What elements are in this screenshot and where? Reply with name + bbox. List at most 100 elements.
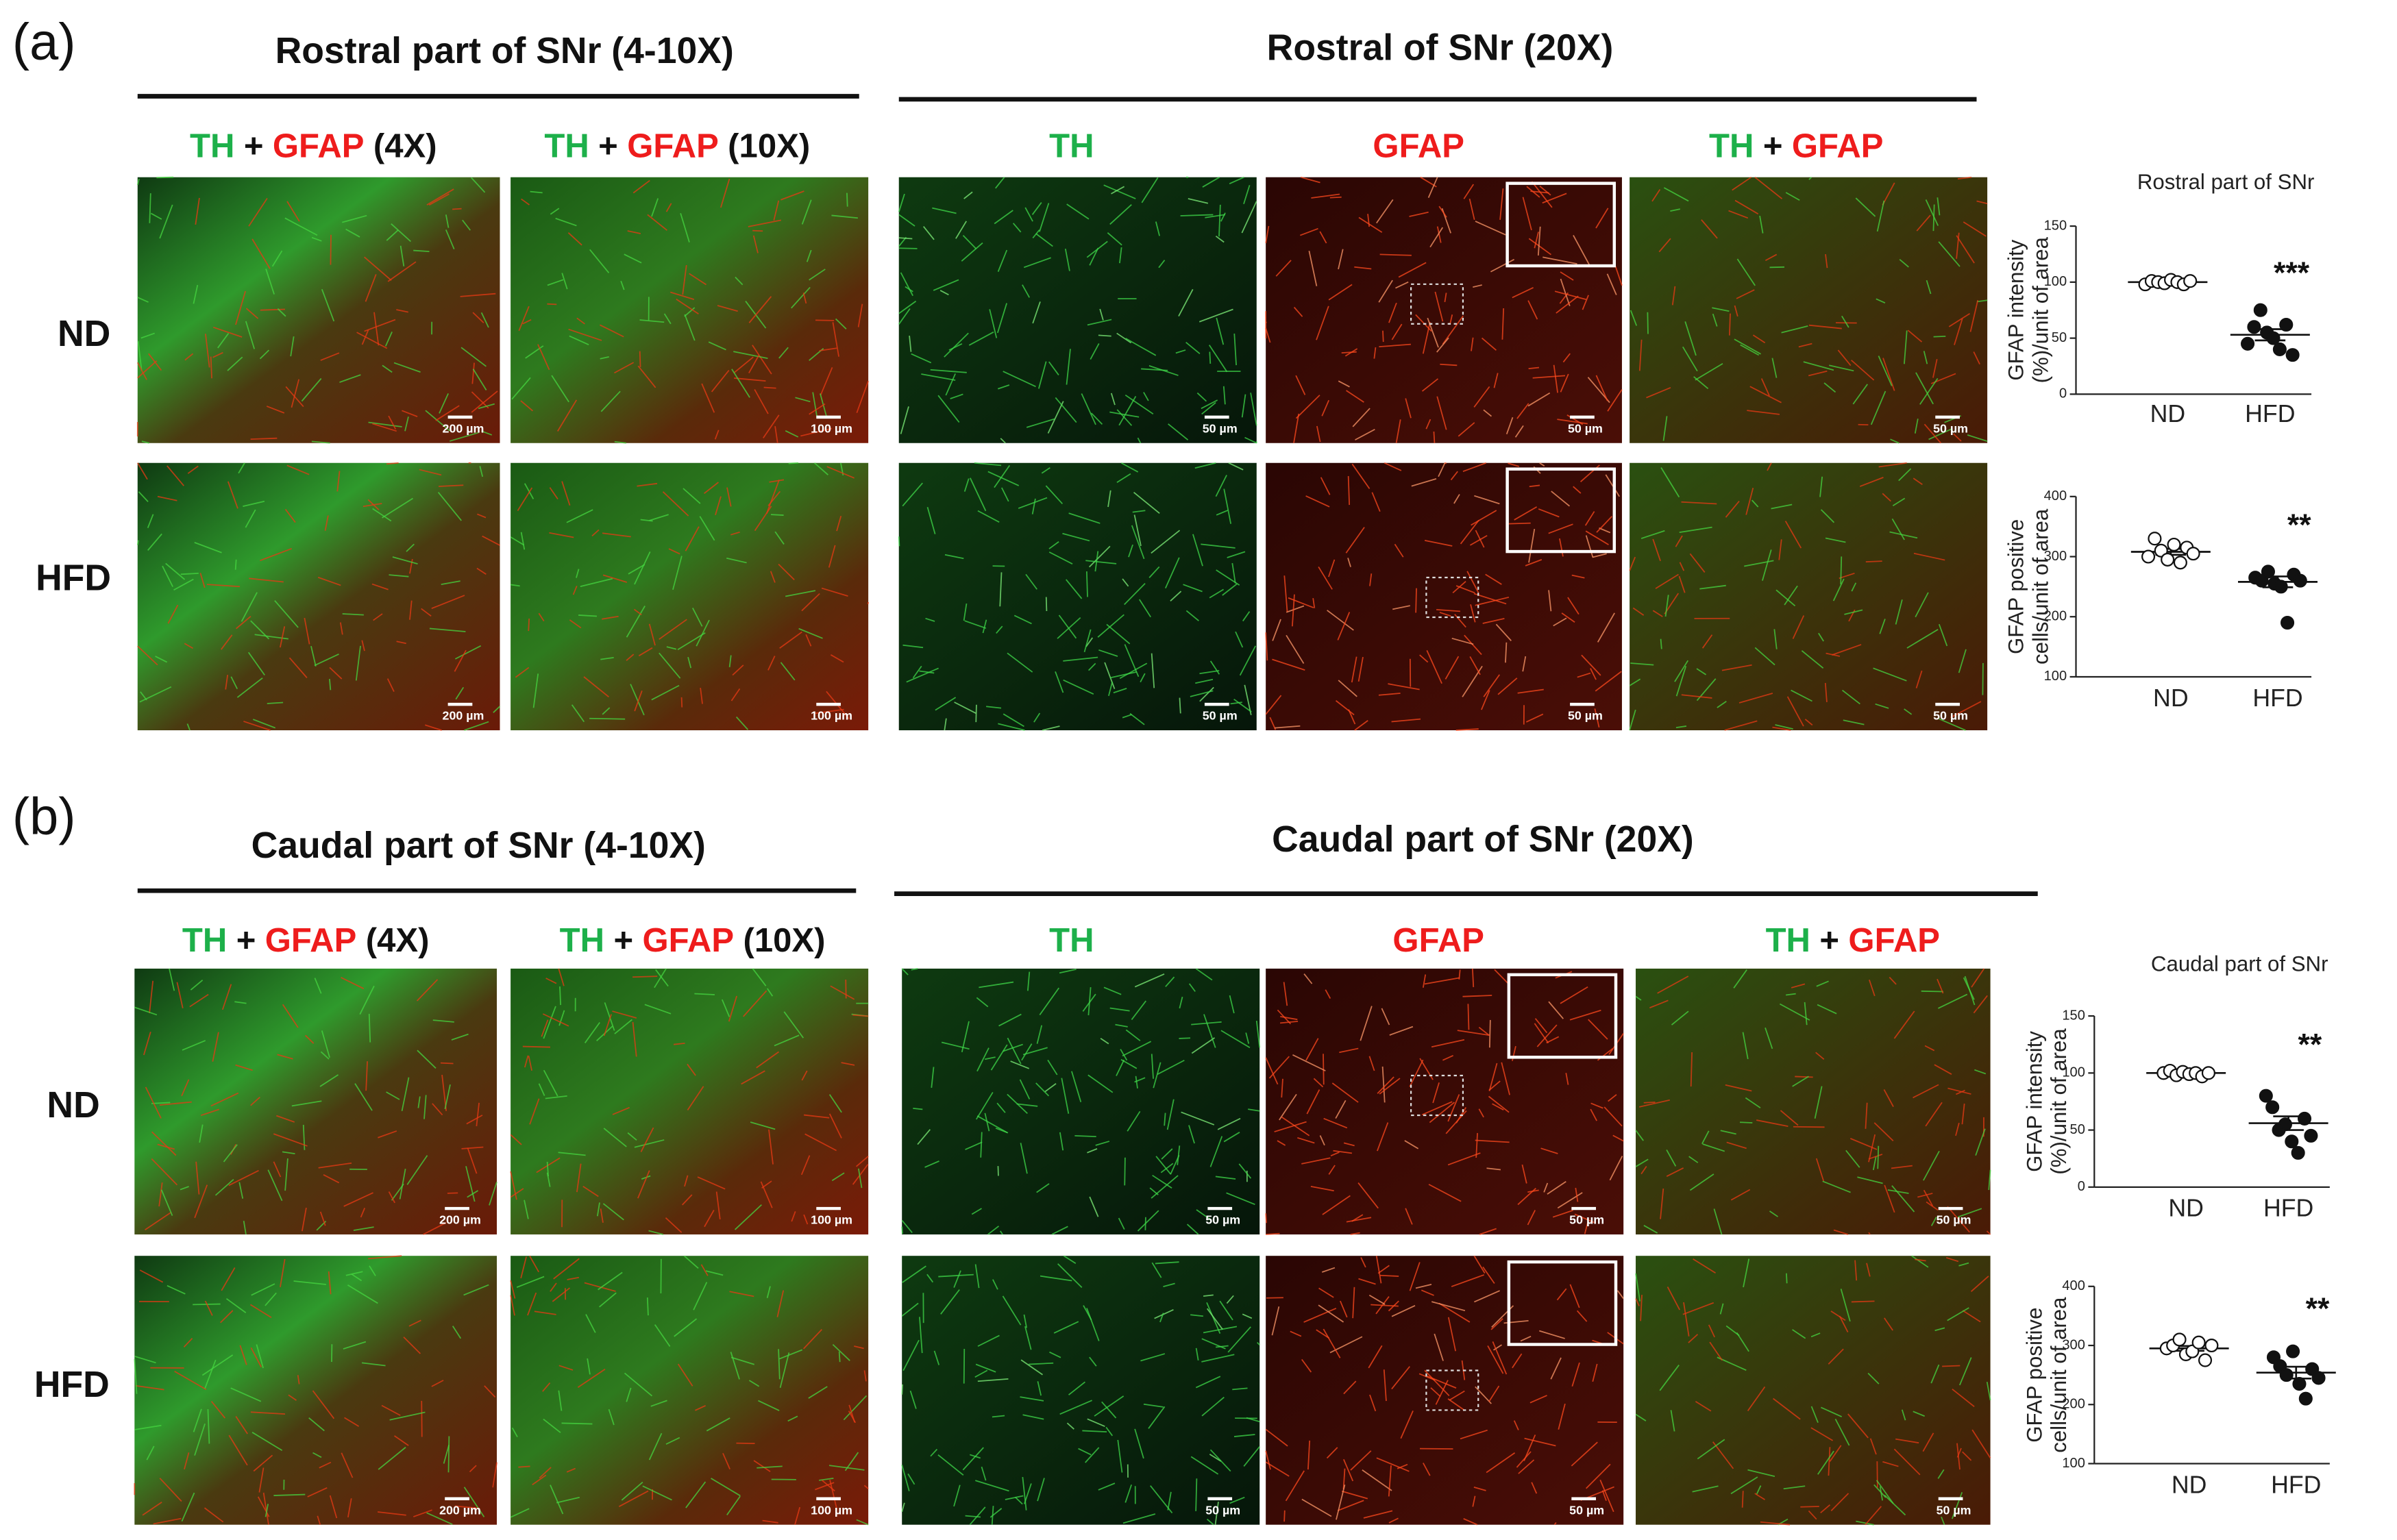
fiber	[542, 1382, 551, 1392]
fiber	[478, 403, 495, 410]
fiber	[1657, 976, 1689, 994]
fiber	[1283, 575, 1288, 612]
fiber	[391, 223, 412, 243]
fiber	[1377, 1122, 1389, 1152]
label-part: TH	[1766, 922, 1810, 959]
fiber	[602, 574, 628, 583]
fiber	[1165, 976, 1175, 987]
fiber	[162, 565, 173, 587]
fiber	[600, 356, 609, 360]
fiber	[809, 403, 826, 415]
fiber	[1342, 1458, 1354, 1482]
fiber	[1882, 182, 1895, 206]
fiber	[1701, 1130, 1710, 1145]
fiber	[558, 968, 565, 986]
fiber	[1651, 189, 1661, 202]
fiber	[1078, 1448, 1092, 1456]
fiber	[159, 204, 173, 239]
fiber	[932, 207, 957, 214]
fiber	[1679, 562, 1685, 571]
fiber	[463, 1487, 485, 1517]
data-point	[2241, 336, 2255, 351]
micrograph	[511, 1256, 869, 1525]
fiber	[314, 978, 322, 994]
fiber	[1725, 500, 1740, 518]
fiber	[321, 288, 335, 322]
fiber	[1843, 719, 1865, 725]
fiber	[752, 968, 767, 986]
fiber	[1851, 1300, 1875, 1303]
fiber	[207, 1408, 210, 1444]
fiber	[1688, 1334, 1699, 1343]
fiber	[704, 1209, 715, 1228]
fiber	[1898, 468, 1912, 482]
fiber	[729, 1291, 754, 1297]
fiber	[1488, 1080, 1501, 1091]
fiber	[1832, 644, 1862, 656]
fiber	[1712, 1441, 1734, 1469]
fiber	[545, 1095, 567, 1100]
fiber	[1328, 284, 1353, 301]
fiber	[1391, 1304, 1416, 1317]
plot-title: Rostral part of SNr	[2137, 170, 2315, 194]
fiber	[1937, 197, 1941, 216]
fiber	[1137, 1210, 1159, 1232]
fiber	[1684, 321, 1697, 356]
fiber	[1469, 656, 1481, 675]
fiber	[1652, 610, 1663, 617]
fiber	[1804, 719, 1813, 726]
fiber	[1134, 1428, 1144, 1459]
fiber	[779, 631, 802, 649]
fiber	[1775, 724, 1793, 730]
fiber	[1779, 1003, 1810, 1021]
fiber	[924, 1160, 939, 1168]
fiber	[510, 1134, 522, 1145]
fiber	[1473, 284, 1482, 288]
fiber	[148, 353, 162, 371]
fiber	[867, 601, 870, 604]
fiber	[381, 1404, 401, 1416]
fiber	[1338, 1500, 1364, 1511]
fiber	[159, 1101, 192, 1106]
fiber	[1539, 185, 1551, 196]
fiber	[1475, 1139, 1510, 1143]
significance: **	[2287, 508, 2311, 542]
fiber	[159, 1478, 182, 1502]
fiber	[985, 706, 1002, 709]
fiber	[1595, 375, 1608, 401]
fiber	[1277, 1140, 1286, 1146]
fiber	[1409, 211, 1429, 217]
y-axis-label-line: cells/unit of area	[2047, 1297, 2071, 1453]
fiber	[1548, 590, 1552, 612]
fiber	[791, 1211, 796, 1222]
fiber	[830, 985, 855, 1000]
label-part: TH	[544, 127, 589, 164]
fiber	[906, 667, 939, 683]
fiber	[359, 985, 375, 1015]
fiber	[1571, 1441, 1598, 1467]
fiber	[388, 1191, 395, 1204]
fiber	[1305, 495, 1330, 508]
fiber	[1179, 697, 1181, 714]
fiber	[1781, 325, 1808, 334]
fiber	[1845, 1150, 1860, 1168]
fiber	[520, 1256, 527, 1279]
fiber	[1882, 358, 1895, 391]
fiber	[1514, 425, 1524, 438]
fiber	[1472, 1495, 1476, 1507]
fiber	[1343, 1142, 1355, 1147]
fiber	[1904, 330, 1908, 364]
fiber	[1109, 204, 1132, 225]
fiber	[1201, 399, 1218, 410]
fiber	[1463, 184, 1475, 199]
fiber	[386, 678, 395, 693]
fiber	[748, 1380, 760, 1387]
fiber	[1066, 349, 1071, 385]
fiber	[685, 526, 700, 551]
fiber	[602, 707, 611, 715]
fiber	[591, 529, 600, 537]
scale-bar-label: 50 µm	[1205, 1503, 1240, 1517]
fiber	[1674, 660, 1689, 682]
fiber	[962, 234, 977, 249]
fiber	[1759, 215, 1764, 234]
